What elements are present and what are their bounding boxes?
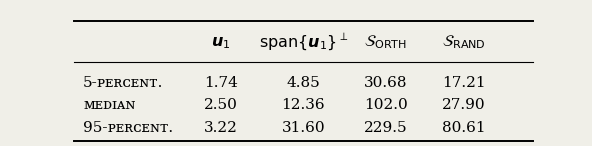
Text: ᴍᴇᴅɪᴀɴ: ᴍᴇᴅɪᴀɴ: [83, 98, 136, 112]
Text: 12.36: 12.36: [282, 98, 325, 112]
Text: $\boldsymbol{u}_1$: $\boldsymbol{u}_1$: [211, 34, 230, 51]
Text: $\mathcal{S}_{\mathrm{RAND}}$: $\mathcal{S}_{\mathrm{RAND}}$: [442, 33, 486, 51]
Text: 1.74: 1.74: [204, 76, 238, 90]
Text: 95-ᴘᴇʀᴄᴇɴᴛ.: 95-ᴘᴇʀᴄᴇɴᴛ.: [83, 121, 173, 135]
Text: 31.60: 31.60: [282, 121, 325, 135]
Text: 30.68: 30.68: [364, 76, 408, 90]
Text: 2.50: 2.50: [204, 98, 238, 112]
Text: $\mathrm{span}\{\boldsymbol{u}_1\}^\perp$: $\mathrm{span}\{\boldsymbol{u}_1\}^\perp…: [259, 32, 348, 52]
Text: $\mathcal{S}_{\mathrm{ORTH}}$: $\mathcal{S}_{\mathrm{ORTH}}$: [365, 33, 407, 51]
Text: 229.5: 229.5: [364, 121, 408, 135]
Text: 102.0: 102.0: [364, 98, 408, 112]
Text: 27.90: 27.90: [442, 98, 486, 112]
Text: 3.22: 3.22: [204, 121, 238, 135]
Text: 17.21: 17.21: [442, 76, 486, 90]
Text: 5-ᴘᴇʀᴄᴇɴᴛ.: 5-ᴘᴇʀᴄᴇɴᴛ.: [83, 76, 163, 90]
Text: 4.85: 4.85: [287, 76, 320, 90]
Text: 80.61: 80.61: [442, 121, 486, 135]
